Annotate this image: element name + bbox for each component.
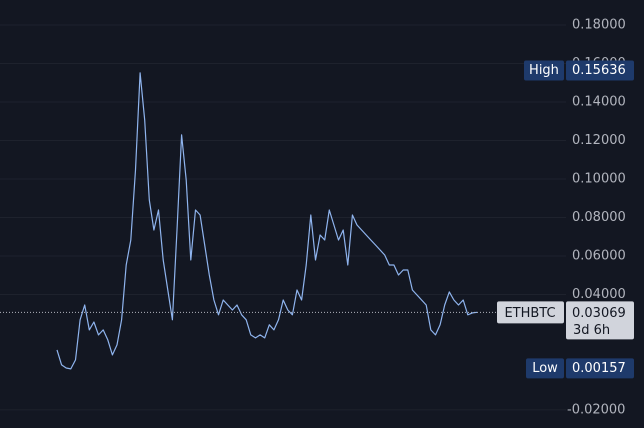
y-tick-label: -0.02000 <box>567 402 625 417</box>
last-value-box <box>566 301 634 340</box>
low-label: Low <box>532 361 558 376</box>
high-value: 0.15636 <box>572 63 626 78</box>
low-value-box <box>566 358 634 379</box>
low-label-box <box>526 358 564 379</box>
symbol-label: ETHBTC <box>504 306 555 321</box>
y-tick-label: 0.10000 <box>572 171 626 186</box>
y-tick-label: 0.04000 <box>572 287 626 302</box>
high-label: High <box>529 63 559 78</box>
last-value: 0.03069 <box>572 306 626 321</box>
y-tick-label: 0.08000 <box>572 210 626 225</box>
y-tick-label: 0.14000 <box>572 94 626 109</box>
countdown: 3d 6h <box>573 323 610 338</box>
high-value-box <box>566 60 634 81</box>
symbol-box <box>497 301 564 324</box>
y-tick-label: 0.06000 <box>572 248 626 263</box>
high-label-box <box>524 60 564 81</box>
price-line <box>56 72 478 370</box>
y-tick-label: 0.18000 <box>572 18 626 33</box>
low-value: 0.00157 <box>572 361 626 376</box>
y-tick-label: 0.12000 <box>572 133 626 148</box>
